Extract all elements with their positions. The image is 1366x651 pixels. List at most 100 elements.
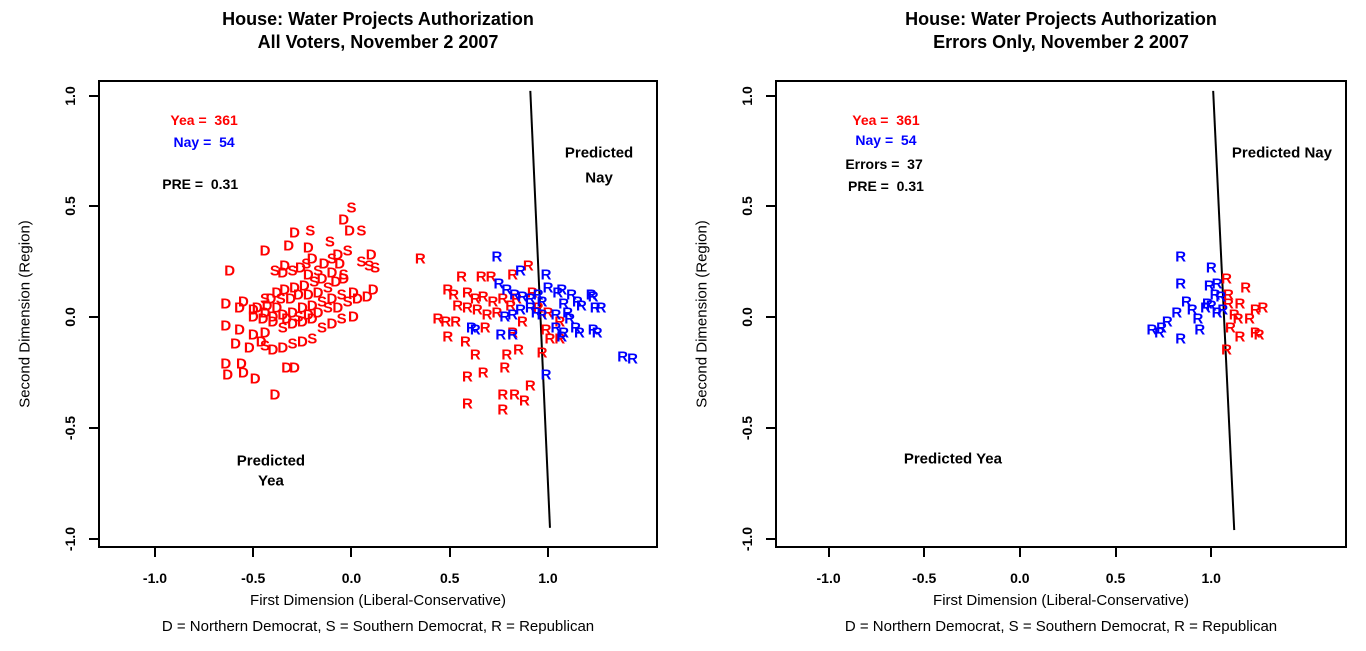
data-point: R [1244, 310, 1255, 328]
x-axis-tick [827, 548, 830, 557]
x-axis-tick-label: 0.0 [341, 570, 362, 586]
data-point: D [326, 315, 338, 333]
data-point: R [591, 324, 603, 342]
data-point: S [322, 279, 333, 297]
data-point: R [1156, 319, 1167, 337]
cutting-line [1212, 90, 1236, 531]
legend-caption: D = Northern Democrat, S = Southern Demo… [844, 618, 1278, 635]
data-point: S [336, 310, 347, 328]
data-point: D [234, 321, 245, 339]
data-point: R [556, 328, 568, 346]
data-point: D [247, 308, 259, 326]
data-point: S [313, 262, 324, 280]
data-point: R [1211, 304, 1223, 322]
data-point: S [364, 257, 375, 275]
legend-caption: D = Northern Democrat, S = Southern Demo… [161, 618, 595, 635]
data-point: R [1223, 295, 1234, 313]
panel-title: House: Water Projects Authorization All … [98, 8, 658, 54]
data-point: D [243, 339, 255, 357]
data-point: R [491, 248, 503, 266]
data-point: D [283, 237, 295, 255]
prediction-annotation: Predicted [564, 144, 634, 162]
x-axis-tick [923, 548, 926, 557]
cutting-line [529, 90, 551, 528]
data-point: S [260, 290, 271, 308]
data-point: R [595, 299, 607, 317]
data-point: R [627, 350, 638, 368]
data-point: R [507, 326, 519, 344]
data-point: R [589, 299, 601, 317]
data-point: D [255, 333, 267, 350]
data-point: R [1180, 293, 1192, 311]
data-point: R [475, 268, 487, 286]
x-axis-tick-label: -1.0 [816, 570, 841, 586]
data-point: S [287, 335, 298, 353]
y-axis-tick [89, 427, 98, 430]
data-point: S [338, 266, 349, 284]
data-point: S [342, 293, 353, 311]
data-point: R [530, 304, 542, 322]
data-point: R [542, 304, 554, 322]
data-point: R [507, 306, 519, 324]
y-axis-tick [89, 538, 98, 541]
data-point: R [442, 328, 454, 346]
data-point: D [267, 341, 279, 359]
data-point: S [307, 330, 318, 348]
data-point: D [294, 259, 306, 277]
data-point: D [279, 281, 291, 299]
y-axis-tick [766, 205, 775, 208]
data-point: R [1249, 324, 1261, 342]
stat-line: PRE = 0.31 [162, 176, 239, 193]
data-point: D [332, 299, 344, 317]
prediction-annotation: Predicted [236, 452, 306, 470]
data-point: R [440, 313, 452, 331]
data-point: R [1205, 259, 1217, 277]
data-point: R [1175, 275, 1187, 293]
data-point: R [524, 377, 536, 395]
y-axis-tick [89, 205, 98, 208]
data-point: R [462, 299, 473, 317]
data-point: D [306, 310, 318, 328]
data-point: R [536, 306, 548, 324]
data-point: D [289, 224, 300, 242]
data-point: R [532, 299, 544, 317]
stat-line: PRE = 0.31 [848, 178, 924, 195]
x-axis-tick [1018, 548, 1021, 557]
data-point: S [317, 319, 328, 337]
data-point: D [302, 286, 314, 304]
data-point: R [1161, 313, 1173, 331]
panel-title-line1: House: Water Projects Authorization [905, 9, 1217, 29]
data-point: R [450, 313, 462, 331]
data-point: D [261, 297, 273, 315]
data-point: R [497, 386, 509, 404]
data-point: S [370, 259, 381, 277]
y-axis-tick-label: 0.0 [739, 307, 755, 328]
data-point: R [469, 346, 481, 364]
data-point: R [485, 268, 497, 286]
data-point: D [298, 277, 310, 295]
data-point: D [326, 290, 338, 308]
data-point: R [1194, 321, 1206, 339]
data-point: R [572, 293, 583, 311]
data-point: R [499, 308, 511, 326]
data-point: D [269, 386, 281, 404]
data-point: R [471, 301, 483, 319]
data-point: R [536, 293, 548, 311]
data-point: R [544, 330, 556, 348]
data-point: R [550, 306, 562, 324]
data-point: R [1221, 270, 1232, 288]
data-point: R [477, 364, 489, 382]
data-point: D [277, 339, 289, 357]
data-point: R [532, 286, 544, 304]
data-point: R [477, 288, 489, 306]
data-point: R [566, 286, 577, 304]
x-axis-tick-label: 1.0 [1201, 570, 1221, 586]
stat-line: Nay = 54 [855, 131, 917, 148]
data-point: R [497, 290, 509, 308]
data-point: S [346, 199, 357, 217]
data-point: R [1240, 279, 1252, 297]
data-point: S [260, 337, 271, 355]
